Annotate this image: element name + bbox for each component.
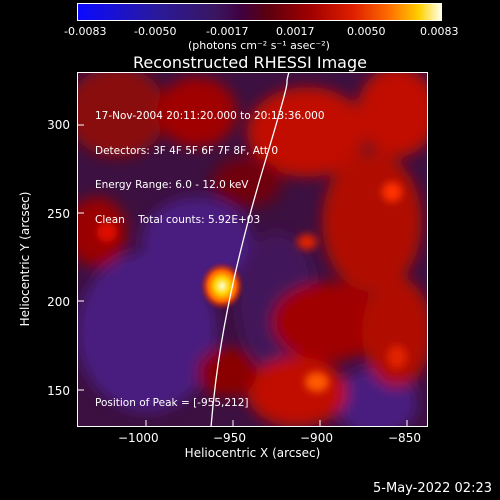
y-axis-label: Heliocentric Y (arcsec) <box>18 191 32 327</box>
x-tick-label: −850 <box>388 431 421 445</box>
colorbar-tick: 0.0050 <box>347 25 386 38</box>
peak-position-text: Position of Peak = [-955,212] <box>95 397 249 409</box>
colorbar-tick: -0.0017 <box>206 25 249 38</box>
colorbar-tick: 0.0083 <box>420 25 459 38</box>
emission-regions <box>77 72 428 427</box>
y-tick-label: 150 <box>47 384 70 398</box>
image-title: Reconstructed RHESSI Image <box>133 53 367 72</box>
rhessi-image <box>77 72 428 427</box>
colorbar-tick: 0.0017 <box>276 25 315 38</box>
x-tick-label: −900 <box>300 431 333 445</box>
detectors-text: Detectors: 3F 4F 5F 6F 7F 8F, Att 0 <box>95 144 279 157</box>
time-range-text: 17-Nov-2004 20:11:20.000 to 20:13:36.000 <box>95 110 325 122</box>
x-tick-label: −950 <box>213 431 246 445</box>
energy-range-text: Energy Range: 6.0 - 12.0 keV <box>95 179 249 191</box>
colorbar <box>77 3 442 21</box>
colorbar-tick: -0.0083 <box>64 25 107 38</box>
x-axis-label: Heliocentric X (arcsec) <box>184 446 321 460</box>
plot-frame <box>77 72 428 427</box>
solar-limb-line <box>210 72 290 427</box>
y-tick-label: 250 <box>47 207 70 221</box>
rhessi-image-canvas <box>77 72 428 427</box>
colorbar-tick: -0.0050 <box>134 25 177 38</box>
colorbar-units: (photons cm⁻² s⁻¹ asec⁻²) <box>188 39 330 52</box>
bright-knots <box>97 182 407 392</box>
clean-counts-text: Clean Total counts: 5.92E+03 <box>95 213 261 226</box>
y-tick-label: 200 <box>47 295 70 309</box>
timestamp: 5-May-2022 02:23 <box>373 481 492 496</box>
y-tick-label: 300 <box>47 118 70 132</box>
x-tick-label: −1000 <box>118 431 159 445</box>
peak-source <box>200 262 244 310</box>
image-info: 17-Nov-2004 20:11:20.000 to 20:13:36.000… <box>95 88 325 238</box>
